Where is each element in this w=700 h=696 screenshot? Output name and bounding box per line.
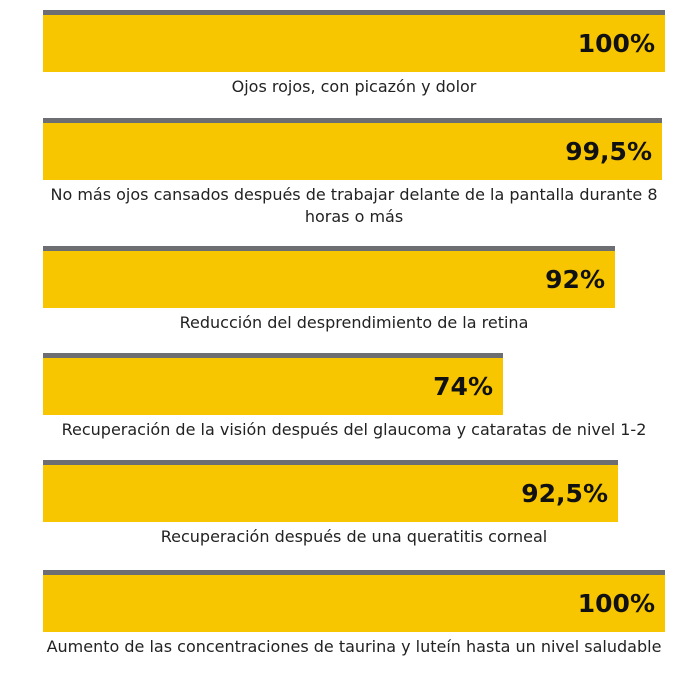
category-label: No más ojos cansados después de trabajar…	[50, 185, 658, 226]
category-label: Recuperación de la visión después del gl…	[61, 420, 647, 439]
chart-row: 92,5% Recuperación después de una querati…	[43, 460, 665, 548]
bar-wrap: 74%	[43, 353, 665, 415]
category-label: Ojos rojos, con picazón y dolor	[231, 77, 477, 96]
category-label: Aumento de las concentraciones de taurin…	[46, 637, 662, 656]
bar-value-label: 92%	[545, 265, 605, 294]
bar-value-label: 92,5%	[521, 479, 608, 508]
bar-top-line	[43, 570, 665, 575]
bar	[43, 465, 618, 522]
chart-row: 99,5% No más ojos cansados después de tra…	[43, 118, 665, 228]
bar-wrap: 92%	[43, 246, 665, 308]
chart-row: 92% Reducción del desprendimiento de la r…	[43, 246, 665, 334]
chart-row: 74% Recuperación de la visión después del…	[43, 353, 665, 441]
bar-wrap: 92,5%	[43, 460, 665, 522]
bar-value-label: 99,5%	[565, 137, 652, 166]
bar-value-label: 74%	[433, 372, 493, 401]
bar	[43, 575, 665, 632]
chart-row: 100% Aumento de las concentraciones de ta…	[43, 570, 665, 658]
category-label: Reducción del desprendimiento de la reti…	[179, 313, 529, 332]
bar	[43, 123, 662, 180]
bar-value-label: 100%	[577, 29, 655, 58]
bar-wrap: 99,5%	[43, 118, 665, 180]
bar	[43, 15, 665, 72]
chart-row: 100% Ojos rojos, con picazón y dolor	[43, 10, 665, 98]
bar-top-line	[43, 118, 662, 123]
bar-top-line	[43, 246, 615, 251]
category-label: Recuperación después de una queratitis c…	[160, 527, 548, 546]
bar-value-label: 100%	[577, 589, 655, 618]
bar-top-line	[43, 353, 503, 358]
bar	[43, 358, 503, 415]
bar-wrap: 100%	[43, 570, 665, 632]
bar-wrap: 100%	[43, 10, 665, 72]
bar-top-line	[43, 460, 618, 465]
bar-top-line	[43, 10, 665, 15]
bar	[43, 251, 615, 308]
